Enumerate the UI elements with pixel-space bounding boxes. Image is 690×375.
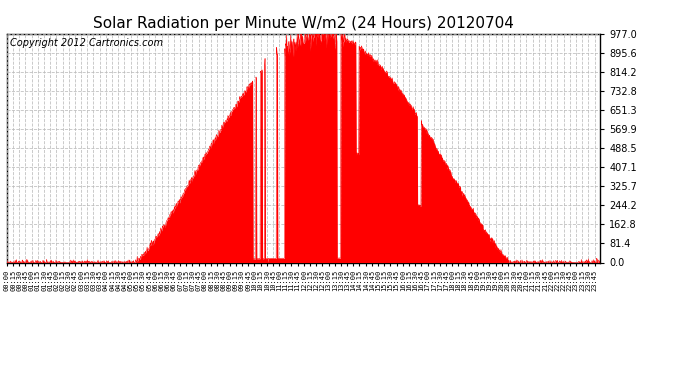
- Text: Copyright 2012 Cartronics.com: Copyright 2012 Cartronics.com: [10, 38, 163, 48]
- Title: Solar Radiation per Minute W/m2 (24 Hours) 20120704: Solar Radiation per Minute W/m2 (24 Hour…: [93, 16, 514, 31]
